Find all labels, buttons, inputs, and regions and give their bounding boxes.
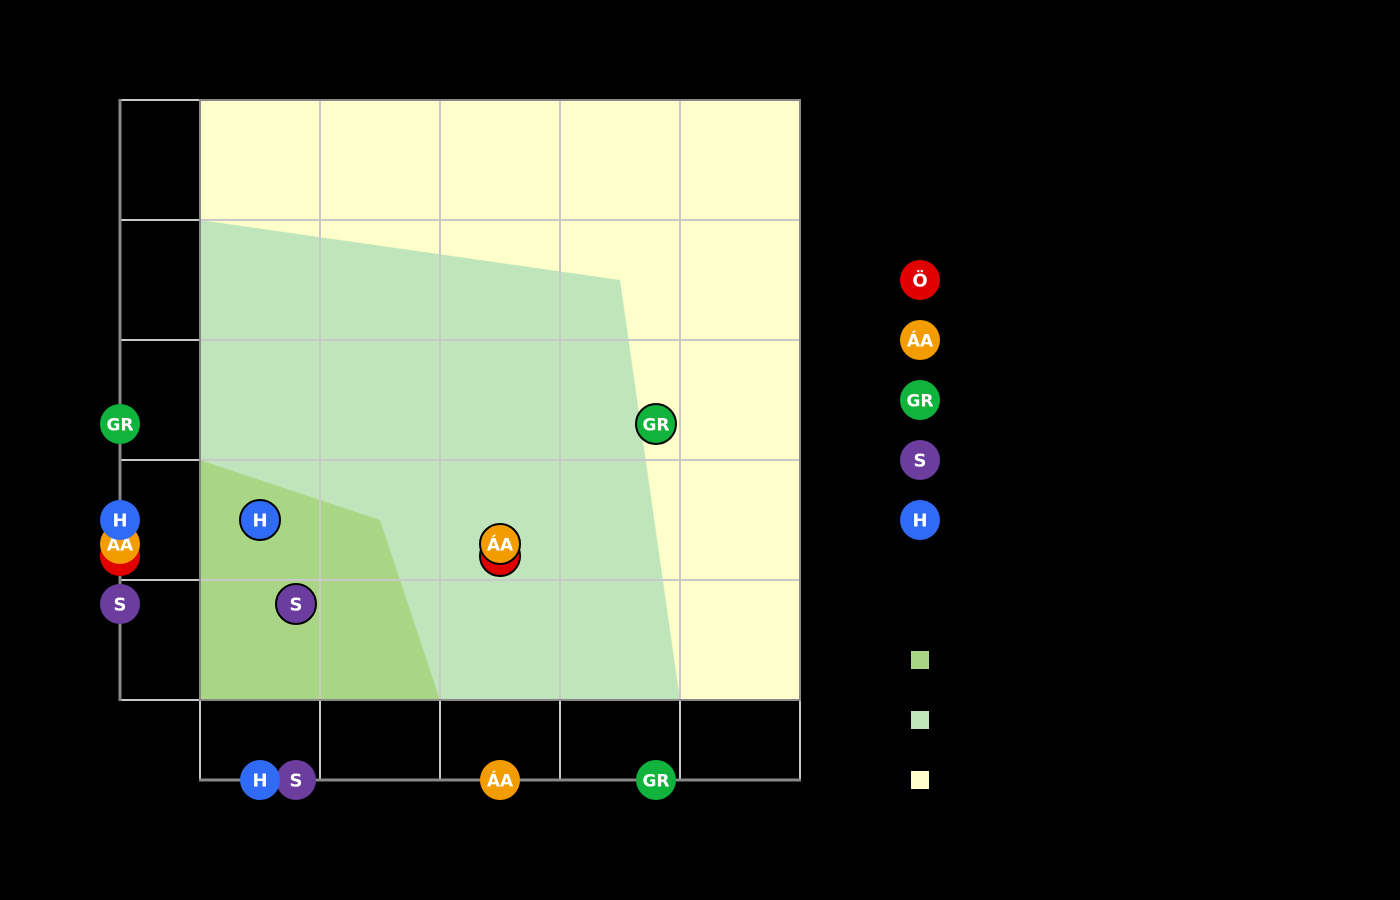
- marker-label: GR: [106, 416, 133, 436]
- marker-label: ÁA: [487, 534, 514, 556]
- marker-label: GR: [906, 392, 933, 412]
- x-marginal-marker-s: S: [276, 760, 316, 800]
- marker-label: GR: [642, 416, 669, 436]
- marker-circle: [100, 404, 140, 444]
- x-marginal-marker-gr: GR: [636, 760, 676, 800]
- marker-label: S: [290, 771, 303, 792]
- x-axis-marginal-markers: GRÖÁASH: [240, 760, 676, 800]
- marker-circle: [100, 584, 140, 624]
- marker-label: S: [114, 595, 127, 616]
- marker-circle: [900, 500, 940, 540]
- marker-circle: [900, 260, 940, 300]
- legend-area-item-1[interactable]: [911, 651, 929, 669]
- legend-area-item-2[interactable]: [911, 711, 929, 729]
- marker-circle: [239, 499, 281, 541]
- marker-label: S: [290, 595, 303, 616]
- marker-label: H: [912, 511, 927, 532]
- legend-item-gr[interactable]: GR: [900, 380, 940, 420]
- marker-circle: [900, 440, 940, 480]
- marker-circle: [900, 380, 940, 420]
- marker-label: Ö: [912, 270, 927, 292]
- legend-area-item-3[interactable]: [911, 771, 929, 789]
- legend-item-s[interactable]: S: [900, 440, 940, 480]
- data-point-s: S: [275, 583, 317, 625]
- marker-label: H: [112, 511, 127, 532]
- marker-circle: [276, 760, 316, 800]
- marker-circle: [100, 500, 140, 540]
- x-marginal-marker-aa: ÁA: [480, 760, 520, 800]
- marker-label: ÁA: [487, 770, 514, 792]
- marker-circle: [900, 320, 940, 360]
- legend-swatch: [911, 771, 929, 789]
- plot-border: [199, 99, 801, 701]
- legend-swatch: [911, 651, 929, 669]
- marker-circle: [480, 760, 520, 800]
- data-point-gr: GR: [635, 403, 677, 445]
- marker-circle: [636, 760, 676, 800]
- marker-circle: [275, 583, 317, 625]
- x-marginal-marker-h: H: [240, 760, 280, 800]
- marker-circle: [240, 760, 280, 800]
- marker-label: H: [252, 771, 267, 792]
- legend-item-h[interactable]: H: [900, 500, 940, 540]
- marker-label: ÁA: [107, 534, 134, 556]
- y-marginal-marker-s: S: [100, 584, 140, 624]
- marker-circle: [479, 523, 521, 565]
- data-point-h: H: [239, 499, 281, 541]
- marker-label: GR: [642, 772, 669, 792]
- data-point-aa: ÁA: [479, 523, 521, 565]
- y-marginal-marker-h: H: [100, 500, 140, 540]
- marker-label: H: [252, 511, 267, 532]
- marker-label: S: [914, 451, 927, 472]
- legend-item-o[interactable]: Ö: [900, 260, 940, 300]
- legend-swatch: [911, 711, 929, 729]
- marker-label: ÁA: [907, 330, 934, 352]
- legend-item-aa[interactable]: ÁA: [900, 320, 940, 360]
- y-marginal-marker-gr: GR: [100, 404, 140, 444]
- y-axis-marginal-markers: SGRÖÁAH: [100, 404, 140, 624]
- legend: Ö ÁA GR S H: [900, 260, 940, 789]
- marker-circle: [635, 403, 677, 445]
